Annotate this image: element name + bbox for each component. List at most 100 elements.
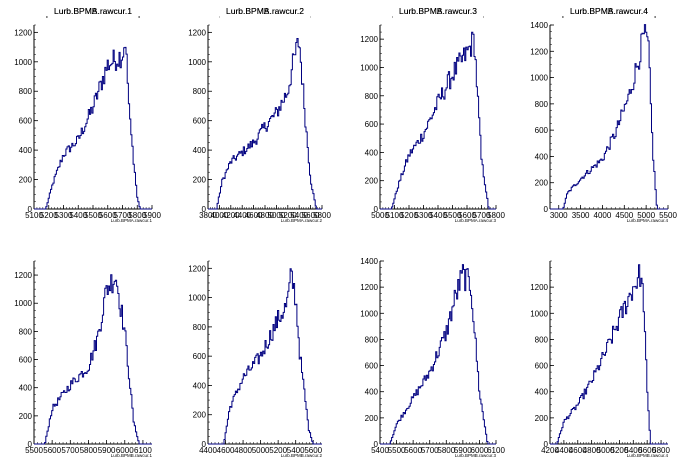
y-tick-label: 0 [544,205,549,214]
histogram-line [550,264,668,445]
y-tick-label: 400 [19,384,33,393]
y-tick-label: 1200 [360,35,378,44]
x-tick-label: 5000 [268,211,286,220]
y-tick-label: 600 [365,120,379,129]
y-tick-label: 1000 [530,309,548,318]
x-tick-label: 4400 [233,211,251,220]
x-tick-label: 5500 [659,211,677,220]
y-tick-label: 1000 [14,58,32,67]
y-tick-label: 1000 [360,309,378,318]
y-tick-label: 600 [19,356,33,365]
y-tick-label: 800 [535,335,549,344]
x-tick-label: 5200 [279,211,297,220]
y-tick-label: 600 [535,362,549,371]
x-tick-label: 5000 [252,446,270,455]
x-tick-label: 4200 [222,211,240,220]
y-tick-label: 1200 [14,28,32,37]
y-tick-label: 1200 [188,264,206,273]
x-tick-label: 5700 [421,446,439,455]
y-tick-label: 600 [19,117,33,126]
x-tick-label: 5800 [80,446,98,455]
x-tick-label: 5900 [454,446,472,455]
x-tick-label: 3000 [550,211,568,220]
x-tick-label: 6100 [487,446,505,455]
x-axis-label: Lurb.BPMA.rawcur.2 [281,218,323,223]
y-tick-label: 1200 [14,271,32,280]
histogram-line [208,38,322,210]
x-tick-label: 4000 [594,211,612,220]
x-tick-label: 5400 [429,211,447,220]
chart-title: Lurb.BPMB.rawcur.3 [399,6,477,16]
x-tick-label: 4400 [199,446,217,455]
histogram-panel-7: Lurb.BPMB.rawcur.3 0 200 400 600 800 1000 1200 1… [360,6,505,458]
y-tick-label: 1000 [14,299,32,308]
x-tick-label: 5500 [444,211,462,220]
x-tick-label: 5600 [404,446,422,455]
histogram-panel-1: Lurb.BPMA.rawcur.1 0 200 400 600 800 1000 1200 5… [14,6,161,223]
x-tick-label: 5500 [25,446,43,455]
histogram-line [550,24,668,210]
x-tick-label: 5300 [415,211,433,220]
y-tick-label: 400 [535,388,549,397]
x-tick-label: 5100 [25,211,43,220]
y-tick-label: 0 [374,440,379,449]
x-tick-label: 5700 [473,211,491,220]
histogram-panel-2: Lurb.BPMA.rawcur.2 0 200 400 600 800 1000 1200 3… [188,6,331,223]
x-tick-label: 4500 [615,211,633,220]
x-tick-label: 5900 [98,446,116,455]
x-tick-label: 5500 [84,211,102,220]
y-tick-label: 1400 [360,257,378,266]
x-tick-label: 5000 [597,446,615,455]
x-tick-label: 5800 [313,211,331,220]
y-tick-label: 0 [202,205,207,214]
x-tick-label: 5000 [637,211,655,220]
y-tick-label: 0 [28,440,33,449]
chart-title: Lurb.BPMB.rawcur.1 [54,6,132,16]
x-tick-label: 5600 [43,446,61,455]
x-tick-label: 4600 [245,211,263,220]
y-tick-label: 800 [365,92,379,101]
y-tick-label: 1200 [360,283,378,292]
x-tick-label: 5800 [128,211,146,220]
x-tick-label: 5600 [99,211,117,220]
histogram-line [208,268,322,445]
x-tick-label: 5600 [302,211,320,220]
y-tick-label: 800 [19,327,33,336]
y-tick-label: 0 [374,205,379,214]
y-tick-label: 200 [19,176,33,185]
histogram-line [34,274,152,445]
x-tick-label: 4600 [217,446,235,455]
chart-title: Lurb.BPMA.rawcur.1 [54,6,132,16]
x-tick-label: 5900 [143,211,161,220]
y-tick-label: 200 [193,176,207,185]
y-tick-label: 800 [193,87,207,96]
y-tick-label: 1200 [530,283,548,292]
y-tick-label: 200 [535,414,549,423]
y-tick-label: 200 [535,179,549,188]
y-tick-label: 1200 [188,28,206,37]
x-axis-label: Lurb.BPMB.rawcur.3 [455,453,497,458]
y-tick-label: 200 [365,414,379,423]
x-tick-label: 5400 [290,211,308,220]
x-tick-label: 3500 [572,211,590,220]
x-tick-label: 6100 [134,446,152,455]
x-tick-label: 4400 [555,446,573,455]
x-axis-label: Lurb.BPMB.rawcur.4 [627,453,669,458]
x-tick-label: 5600 [458,211,476,220]
histogram-line [380,264,496,445]
histogram-panel-6: Lurb.BPMB.rawcur.2 0 200 400 600 800 1000 1200 4… [188,6,322,458]
x-axis-label: Lurb.BPMB.rawcur.1 [111,453,153,458]
y-tick-label: 1000 [188,58,206,67]
histogram-panel-5: Lurb.BPMB.rawcur.1 0 200 400 600 800 1000 1200 5… [14,6,152,458]
x-tick-label: 5400 [624,446,642,455]
y-tick-label: 200 [19,412,33,421]
histogram-panel-3: Lurb.BPMA.rawcur.3 0 200 400 600 800 1000 1200 5… [360,6,505,223]
chart-title: Lurb.BPMB.rawcur.2 [226,6,304,16]
y-tick-label: 200 [365,177,379,186]
y-tick-label: 1000 [360,63,378,72]
x-tick-label: 4800 [583,446,601,455]
x-tick-label: 5100 [386,211,404,220]
chart-title: Lurb.BPMA.rawcur.4 [570,6,648,16]
x-axis-label: Lurb.BPMA.rawcur.3 [455,218,497,223]
